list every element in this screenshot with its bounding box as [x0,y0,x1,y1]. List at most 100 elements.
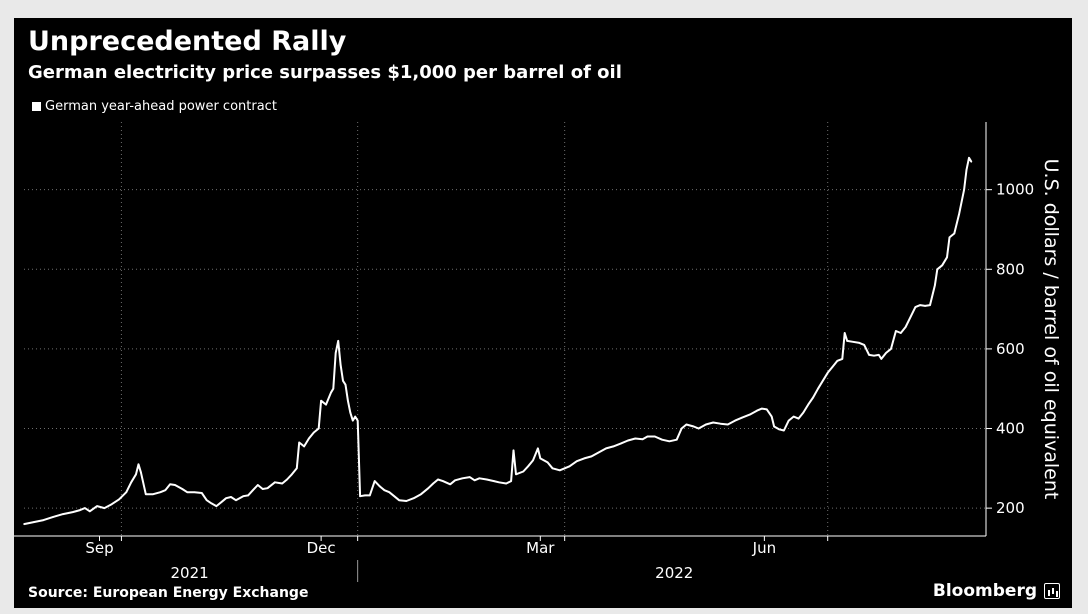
data-point [84,507,86,509]
data-point [904,326,907,328]
data-point [705,423,707,426]
data-point [797,417,800,420]
data-point [349,411,352,414]
data-point [873,354,875,357]
label-layer: 200 400 600 800 1000 Sep Dec Mar Jun 2021 2022 U.S.… [85,159,1062,582]
y-tick-label: 200 [996,499,1025,517]
data-point [627,439,629,442]
data-point [936,268,939,271]
x-tick-label: Mar [526,539,555,557]
data-point [461,477,464,480]
data-point [568,465,571,468]
data-point [685,423,688,426]
data-point [909,316,912,318]
data-point [103,507,106,509]
data-point [783,429,785,432]
data-point [653,435,656,438]
data-point [646,435,649,438]
data-point [899,332,902,334]
data-point [347,399,349,402]
data-point [174,484,176,486]
data-point [52,516,55,518]
data-point [510,480,512,482]
data-point [181,488,184,490]
data-point [388,491,391,494]
data-point [298,441,301,444]
data-point [42,519,45,521]
chart-frame: 200 400 600 800 1000 Sep Dec Mar Jun 2021 2022 U.S.… [14,18,1072,608]
data-point [680,427,683,430]
data-point [334,352,337,354]
data-point [890,348,892,350]
data-point [291,473,293,476]
data-point [953,232,956,235]
data-point [96,505,98,507]
data-point [727,423,729,426]
data-point [369,494,371,497]
series-line [23,156,973,526]
x-tick-label: Sep [85,539,113,557]
data-point [330,391,332,394]
data-point [215,505,218,507]
data-point [619,442,622,445]
data-point [919,304,922,306]
data-point [88,510,91,513]
data-point [468,476,471,478]
data-point [851,340,853,343]
data-point [605,447,607,450]
data-point [449,483,452,486]
data-point [792,415,795,418]
data-point [398,499,400,501]
data-point [512,449,515,452]
data-point [325,403,327,406]
data-point [924,305,926,307]
data-point [675,438,678,441]
data-point [843,332,846,334]
source-note: Source: European Energy Exchange [28,585,309,601]
data-point [929,304,931,306]
data-point [817,387,819,390]
data-point [295,467,298,470]
data-point [23,523,25,525]
data-point [478,477,481,480]
legend-swatch-icon [32,102,41,111]
brand-logo: Bloomberg [933,581,1060,601]
data-point [958,212,961,215]
year-label: 2022 [655,564,693,582]
data-point [303,445,305,448]
data-point [337,340,339,342]
data-point [118,498,120,501]
data-point [712,421,715,424]
data-point [383,489,386,492]
data-point [286,478,288,481]
data-point [692,425,695,428]
data-point [941,264,943,267]
chart-canvas: 200 400 600 800 1000 Sep Dec Mar Jun 2021 2022 U.S.… [14,122,1062,582]
data-point [970,161,973,163]
data-point [356,419,359,422]
data-point [332,387,335,390]
data-point [412,497,415,499]
data-point [597,451,600,454]
data-point [252,489,254,492]
data-point [420,493,422,496]
data-point [537,447,539,450]
data-point [378,485,381,488]
data-point [826,371,829,374]
data-point [532,459,534,462]
data-point [125,491,128,494]
data-point [317,427,320,430]
data-point [432,482,434,485]
data-point [62,513,64,515]
data-point [205,499,208,501]
data-point [320,399,322,402]
data-point [281,482,283,485]
data-point [968,157,970,159]
data-point [130,481,132,484]
data-point [186,491,188,494]
y-tick-label: 400 [996,420,1025,438]
data-point [812,396,814,399]
data-point [807,403,810,406]
y-axis-title: U.S. dollars / barrel of oil equivalent [1040,159,1062,500]
data-point [220,501,223,503]
